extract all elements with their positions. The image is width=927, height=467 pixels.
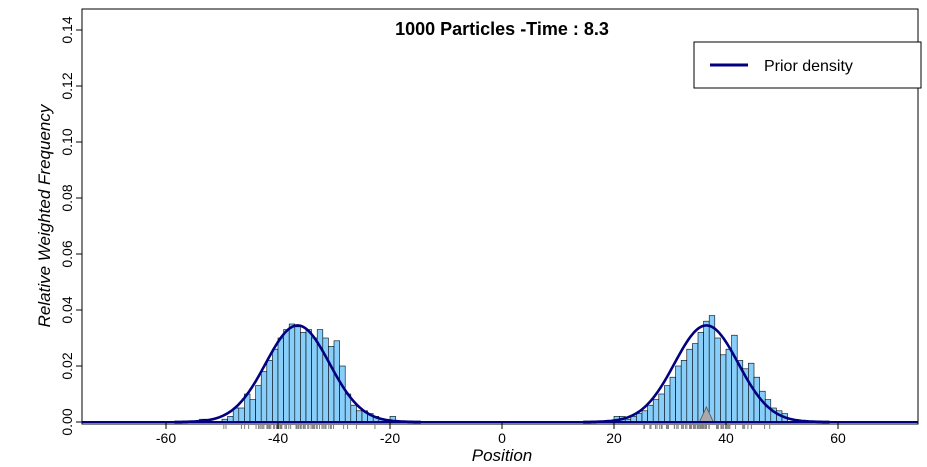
histogram-bar	[658, 393, 665, 423]
histogram-bar	[675, 365, 682, 423]
histogram-bar	[686, 348, 693, 423]
histogram-bar	[680, 360, 688, 423]
y-axis-ticks: 0.00 0.02 0.04 0.06 0.08 0.10 0.12 0.14	[59, 16, 82, 436]
histogram-bar	[294, 326, 301, 423]
y-tick-label: 0.04	[59, 296, 75, 323]
histogram-bar	[249, 399, 256, 423]
y-tick-label: 0.08	[59, 184, 75, 211]
x-tick-label: -20	[380, 430, 400, 446]
histogram-bar	[255, 385, 262, 423]
histogram-bar	[272, 348, 279, 423]
histogram-bar	[753, 376, 760, 423]
y-tick-label: 0.00	[59, 408, 75, 435]
histogram-bar	[697, 332, 704, 423]
histogram-bar	[328, 346, 335, 423]
x-tick-label: 0	[498, 430, 506, 446]
rug-ticks	[223, 406, 771, 429]
histogram-bar	[300, 332, 307, 423]
histogram-bar	[652, 399, 660, 423]
histogram-bar	[339, 365, 346, 423]
y-axis-title: Relative Weighted Frequency	[35, 103, 54, 327]
x-tick-label: -60	[156, 430, 176, 446]
y-tick-label: 0.12	[59, 72, 75, 99]
y-tick-label: 0.06	[59, 240, 75, 267]
prior-density-curve-left	[174, 324, 421, 424]
histogram-bar	[720, 354, 727, 423]
histogram-bar	[311, 337, 318, 423]
x-axis-title: Position	[472, 446, 532, 465]
histogram-bar	[725, 348, 732, 423]
histogram-bar	[266, 360, 273, 423]
x-axis-ticks: -60 -40 -20 0 20 40 60	[156, 422, 846, 446]
x-tick-label: 20	[606, 430, 622, 446]
histogram-bar	[731, 334, 738, 423]
x-tick-label: 60	[830, 430, 846, 446]
chart-title: 1000 Particles -Time : 8.3	[395, 19, 609, 39]
histogram-bar	[356, 410, 363, 423]
histogram-bar	[277, 337, 284, 423]
x-tick-label: -40	[268, 430, 288, 446]
histogram-bar	[238, 407, 245, 423]
histogram-bar	[283, 329, 290, 423]
histogram-bar	[664, 385, 671, 423]
x-tick-label: 40	[718, 430, 734, 446]
histogram-bar	[260, 371, 268, 423]
histogram-bar	[714, 337, 721, 423]
histogram-bar	[350, 404, 357, 423]
histogram-bar	[647, 404, 654, 423]
histogram-bar	[669, 376, 676, 423]
histogram-bars	[199, 315, 788, 423]
histogram-bar	[692, 343, 699, 423]
histogram-bar	[641, 410, 648, 423]
legend-label-prior-density: Prior density	[764, 58, 853, 75]
histogram-bar	[759, 390, 766, 423]
prior-density-curve-right	[583, 324, 830, 424]
histogram-bar	[305, 329, 312, 423]
histogram-bar	[748, 362, 755, 423]
legend: Prior density	[693, 41, 922, 89]
histogram-bar	[636, 413, 643, 423]
histogram-bar	[764, 399, 772, 423]
y-tick-label: 0.14	[59, 16, 75, 43]
density-lines	[82, 324, 918, 424]
histogram-bar	[288, 323, 296, 423]
y-tick-label: 0.10	[59, 128, 75, 155]
histogram-bar	[708, 315, 716, 423]
y-tick-label: 0.02	[59, 352, 75, 379]
